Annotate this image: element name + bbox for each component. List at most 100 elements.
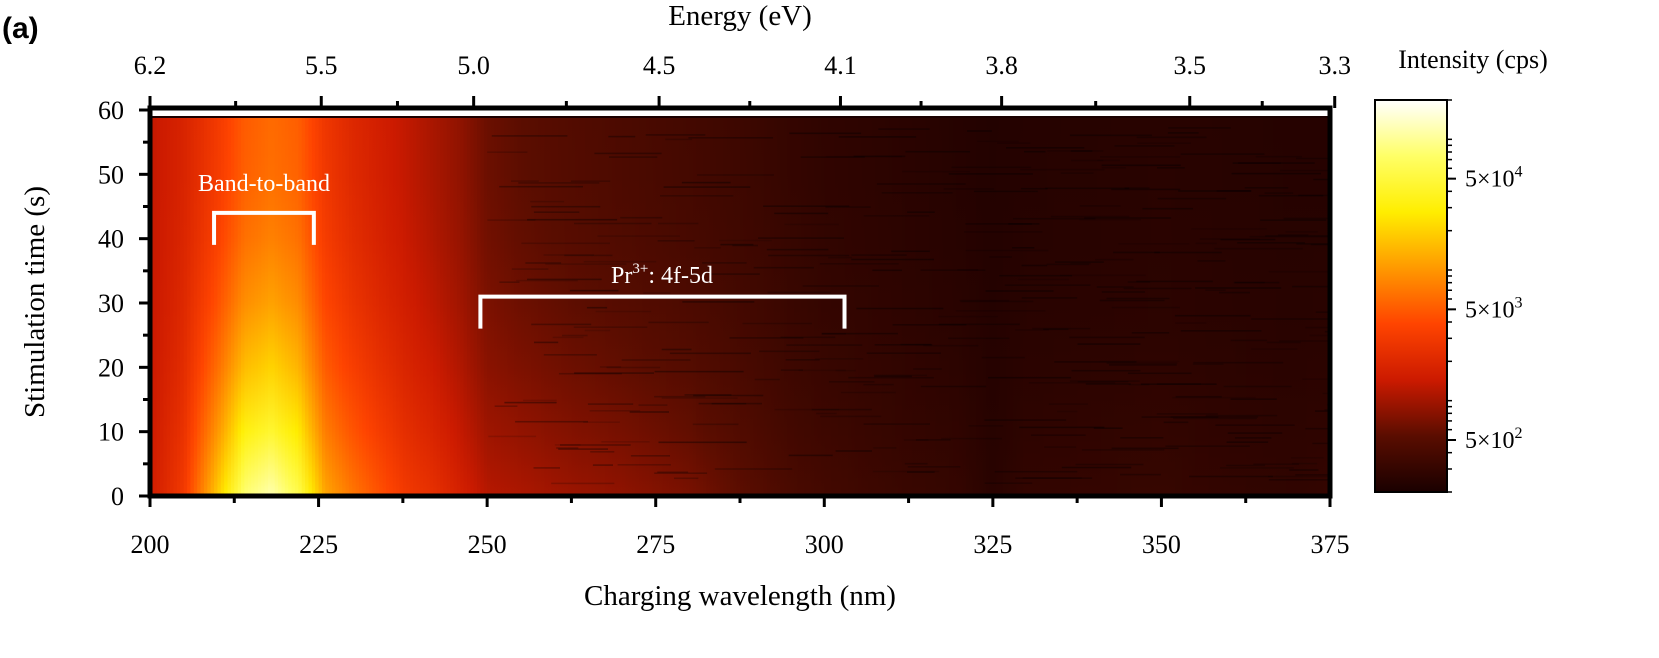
heatmap-noise-streak xyxy=(592,464,613,466)
heatmap-noise-streak xyxy=(825,206,871,208)
annotation-pr-label: Pr3+: 4f-5d xyxy=(611,261,713,289)
heatmap-cell-column xyxy=(456,116,461,496)
heatmap-cell-column xyxy=(355,116,360,496)
heatmap-cell-column xyxy=(861,116,866,496)
heatmap-cell-column xyxy=(729,116,734,496)
heatmap-cell-column xyxy=(520,116,525,496)
heatmap-cell-column xyxy=(173,116,178,496)
heatmap-cell-column xyxy=(1296,116,1301,496)
heatmap-noise-streak xyxy=(558,448,608,450)
heatmap-noise-streak xyxy=(1044,446,1077,448)
heatmap-cell-column xyxy=(622,116,626,496)
x-tick-label: 225 xyxy=(299,530,338,559)
heatmap-noise-streak xyxy=(1226,441,1269,443)
heatmap-cell-column xyxy=(1201,116,1206,496)
heatmap-noise-streak xyxy=(785,359,820,361)
top-tick-label: 3.5 xyxy=(1173,51,1206,80)
heatmap-cell-column xyxy=(1259,116,1264,496)
heatmap-cell-column xyxy=(446,116,451,496)
heatmap-noise-streak xyxy=(564,254,613,257)
heatmap-noise-streak xyxy=(569,289,619,292)
heatmap-noise-streak xyxy=(1109,364,1177,366)
heatmap-noise-streak xyxy=(774,408,840,411)
heatmap-noise-streak xyxy=(511,268,549,270)
heatmap-noise-streak xyxy=(977,140,1019,143)
heatmap-noise-streak xyxy=(1060,274,1146,277)
heatmap-noise-streak xyxy=(1077,343,1141,345)
heatmap-noise-streak xyxy=(583,260,657,263)
heatmap-noise-streak xyxy=(835,450,872,452)
heatmap-noise-streak xyxy=(1264,192,1294,194)
heatmap-noise-streak xyxy=(488,435,537,438)
heatmap-noise-streak xyxy=(1015,329,1049,331)
heatmap-cell-column xyxy=(723,116,728,496)
heatmap-noise-streak xyxy=(968,425,1004,427)
x-tick-label: 375 xyxy=(1311,530,1350,559)
heatmap-noise-streak xyxy=(1230,398,1277,400)
heatmap-noise-streak xyxy=(1226,464,1265,467)
heatmap-noise-streak xyxy=(562,334,588,337)
heatmap-cell-column xyxy=(264,116,269,496)
heatmap-cell-column xyxy=(999,116,1004,496)
heatmap-noise-streak xyxy=(981,356,1025,359)
heatmap-cell-column xyxy=(1033,116,1038,496)
heatmap-cell-column xyxy=(470,116,475,496)
heatmap-noise-streak xyxy=(965,249,1049,252)
annotation-pr-superscript: 3+ xyxy=(632,261,648,277)
heatmap-noise-streak xyxy=(554,444,581,446)
heatmap-noise-streak xyxy=(1043,328,1069,331)
heatmap-cell-column xyxy=(1067,116,1071,496)
heatmap-cell-column xyxy=(881,116,886,496)
heatmap-noise-streak xyxy=(660,195,734,197)
heatmap-noise-streak xyxy=(534,341,559,344)
heatmap-cell-column xyxy=(611,116,616,496)
heatmap-cell-column xyxy=(396,116,401,496)
heatmap-cell-column xyxy=(871,116,876,496)
heatmap-cell-column xyxy=(170,116,175,496)
heatmap-noise-streak xyxy=(873,374,928,377)
heatmap-cell-column xyxy=(780,116,785,496)
heatmap-noise-streak xyxy=(819,263,899,265)
heatmap-noise-streak xyxy=(525,262,562,264)
heatmap-cell-column xyxy=(601,116,606,496)
heatmap-cell-column xyxy=(1205,116,1210,496)
heatmap-noise-streak xyxy=(1128,383,1150,386)
heatmap-cell-column xyxy=(257,116,262,496)
heatmap-noise-streak xyxy=(657,471,689,473)
heatmap-noise-streak xyxy=(574,372,654,374)
heatmap-noise-streak xyxy=(802,285,879,287)
heatmap-cell-column xyxy=(409,116,414,496)
heatmap-noise-streak xyxy=(984,482,1033,484)
heatmap-noise-streak xyxy=(1047,150,1104,152)
heatmap-noise-streak xyxy=(1238,162,1281,164)
heatmap-noise-streak xyxy=(913,368,942,370)
heatmap-cell-column xyxy=(945,116,950,496)
heatmap-noise-streak xyxy=(1024,150,1046,153)
heatmap-cell-column xyxy=(665,116,670,496)
heatmap-cell-column xyxy=(1090,116,1095,496)
heatmap-cell-column xyxy=(888,116,893,496)
heatmap-noise-streak xyxy=(1095,258,1134,261)
heatmap-cell-column xyxy=(669,116,674,496)
heatmap-noise-streak xyxy=(1295,474,1330,476)
heatmap-cell-column xyxy=(530,116,535,496)
heatmap-cell-column xyxy=(1174,116,1179,496)
heatmap-noise-streak xyxy=(951,166,1032,169)
heatmap-cell-column xyxy=(321,116,326,496)
heatmap-cell-column xyxy=(160,116,165,496)
heatmap-noise-streak xyxy=(1219,291,1250,294)
heatmap-cell-column xyxy=(1212,116,1216,496)
heatmap-cell-column xyxy=(1063,116,1068,496)
heatmap-cell-column xyxy=(969,116,974,496)
heatmap-noise-streak xyxy=(533,211,580,213)
heatmap-cell-column xyxy=(1242,116,1247,496)
heatmap-cell-column xyxy=(874,116,879,496)
heatmap-cell-column xyxy=(1043,116,1048,496)
heatmap-noise-streak xyxy=(1018,278,1069,281)
heatmap-cell-column xyxy=(554,116,559,496)
x-tick-label: 350 xyxy=(1142,530,1181,559)
heatmap-noise-streak xyxy=(959,299,1010,302)
y-tick-label: 50 xyxy=(98,160,124,189)
heatmap-noise-streak xyxy=(1191,228,1267,230)
heatmap-cell-column xyxy=(783,116,788,496)
